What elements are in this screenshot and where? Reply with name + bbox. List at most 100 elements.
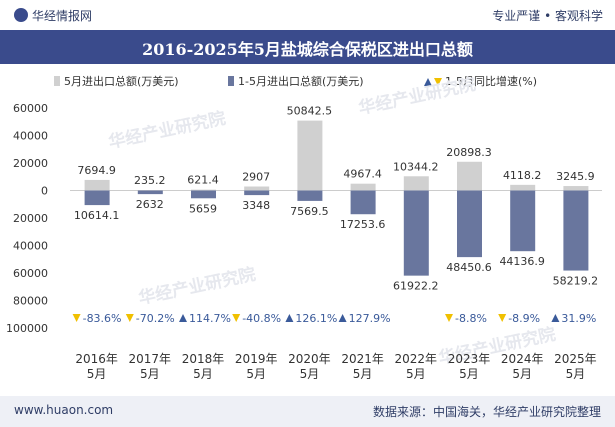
may-bar [403, 176, 429, 191]
y-tick-label: 80000 [13, 295, 48, 308]
up-arrow-icon [179, 314, 187, 322]
y-tick-label: 40000 [13, 240, 48, 253]
ytd-value-label: 17253.6 [340, 218, 386, 231]
data-labels: 7694.9 10614.1 235.2 2632 621.4 5659 2907 3348 5… [74, 105, 598, 293]
x-tick-label: 2025年 [554, 352, 597, 366]
may-bar [297, 120, 323, 191]
growth-rate-label: -83.6% [83, 312, 122, 325]
chart-title: 2016-2025年5月盐城综合保税区进出口总额 [142, 40, 473, 59]
x-tick-label: 2023年 [448, 352, 491, 366]
growth-rate-label: 114.7% [189, 312, 231, 325]
down-arrow-icon [445, 314, 453, 322]
legend-down-icon [434, 78, 442, 86]
growth-rate-row: -83.6% -70.2% 114.7% -40.8% 126.1% 127.9% -8.8… [72, 312, 596, 325]
ytd-value-label: 7569.5 [290, 205, 329, 218]
x-tick-label: 2017年 [129, 352, 172, 366]
y-tick-label: 60000 [13, 267, 48, 280]
ytd-bar [137, 190, 163, 195]
x-tick-label: 2019年 [235, 352, 278, 366]
ytd-value-label: 61922.2 [393, 280, 439, 293]
x-tick-label: 5月 [353, 367, 373, 381]
x-tick-label: 5月 [300, 367, 320, 381]
brand: 华经情报网 [14, 7, 92, 24]
growth-rate-label: -8.9% [508, 312, 540, 325]
x-tick-label: 5月 [140, 367, 160, 381]
ytd-bar [457, 190, 482, 258]
footer-website: www.huaon.com [14, 403, 114, 417]
ytd-value-label: 5659 [189, 202, 217, 215]
may-bar [563, 186, 589, 191]
ytd-value-label: 58219.2 [553, 275, 599, 288]
may-value-label: 4118.2 [503, 169, 542, 182]
may-value-label: 3245.9 [556, 170, 595, 183]
title-bar [0, 30, 615, 64]
ytd-bar [244, 190, 270, 196]
x-tick-label: 2018年 [182, 352, 225, 366]
chart: 5月进出口总额(万美元) 1-5月进出口总额(万美元) 1-5月同比增速(%) 华经… [6, 74, 602, 381]
up-arrow-icon [338, 314, 347, 322]
watermark-2: 华经产业研究院 [357, 74, 478, 119]
footer-bar [0, 396, 615, 427]
may-bar [84, 179, 110, 191]
may-value-label: 10344.2 [393, 160, 439, 173]
bars [84, 120, 589, 276]
y-tick-label: 20000 [13, 212, 48, 225]
ytd-bar [297, 190, 323, 201]
x-tick-label: 2016年 [75, 352, 118, 366]
y-tick-label: 100000 [6, 322, 48, 335]
legend-label-1: 5月进出口总额(万美元) [64, 74, 179, 88]
up-arrow-icon [551, 314, 560, 322]
legend-label-2: 1-5月进出口总额(万美元) [238, 74, 364, 88]
x-tick-label: 2024年 [501, 352, 544, 366]
ytd-value-label: 44136.9 [499, 255, 545, 268]
may-bar [244, 186, 270, 191]
may-bar [137, 190, 163, 191]
watermark-3: 华经产业研究院 [137, 264, 258, 309]
x-tick-label: 5月 [193, 367, 213, 381]
legend-up-icon [424, 78, 432, 86]
may-value-label: 621.4 [187, 174, 219, 187]
ytd-bar [403, 190, 429, 276]
up-arrow-icon [285, 314, 294, 322]
down-arrow-icon [232, 314, 241, 322]
ytd-bar [84, 190, 110, 206]
y-tick-label: 0 [41, 185, 48, 198]
ytd-bar [563, 190, 589, 271]
may-bar [510, 184, 536, 191]
x-tick-label: 5月 [246, 367, 266, 381]
may-value-label: 2907 [242, 171, 270, 184]
x-tick-label: 5月 [87, 367, 107, 381]
y-tick-label: 40000 [13, 130, 48, 143]
growth-rate-label: -70.2% [136, 312, 175, 325]
ytd-bar [350, 190, 376, 215]
x-tick-label: 5月 [566, 367, 586, 381]
ytd-value-label: 3348 [242, 199, 270, 212]
down-arrow-icon [498, 314, 507, 322]
x-tick-label: 5月 [512, 367, 532, 381]
may-value-label: 7694.9 [77, 164, 116, 177]
may-bar [191, 189, 216, 191]
x-tick-label: 2021年 [341, 352, 384, 366]
growth-rate-label: 127.9% [349, 312, 391, 325]
legend-swatch-2 [228, 76, 234, 86]
x-tick-label: 5月 [406, 367, 426, 381]
x-tick-label: 2022年 [395, 352, 438, 366]
y-tick-label: 20000 [13, 157, 48, 170]
down-arrow-icon [125, 314, 134, 322]
growth-rate-label: -40.8% [242, 312, 281, 325]
brand-logo-icon [14, 8, 28, 22]
ytd-value-label: 2632 [136, 198, 164, 211]
may-value-label: 50842.5 [287, 105, 333, 118]
x-axis: 2016年5月2017年5月2018年5月2019年5月2020年5月2021年… [75, 352, 596, 381]
tagline: 专业严谨 • 客观科学 [492, 9, 603, 23]
may-bar [457, 161, 482, 191]
legend-swatch-1 [54, 76, 60, 86]
ytd-bar [510, 190, 536, 252]
may-value-label: 4967.4 [343, 168, 382, 181]
down-arrow-icon [72, 314, 81, 322]
x-tick-label: 2020年 [288, 352, 331, 366]
growth-rate-label: 31.9% [561, 312, 596, 325]
footer-source: 数据来源：中国海关，华经产业研究院整理 [372, 405, 601, 419]
legend-label-3: 1-5月同比增速(%) [445, 74, 537, 88]
